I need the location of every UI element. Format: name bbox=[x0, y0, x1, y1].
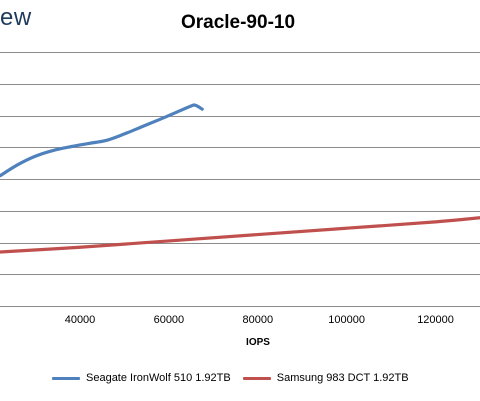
legend-item-samsung: Samsung 983 DCT 1.92TB bbox=[242, 372, 409, 384]
legend-swatch-seagate bbox=[52, 376, 80, 380]
x-axis-label-text: IOPS bbox=[246, 337, 270, 348]
series-line-1 bbox=[0, 216, 480, 254]
x-tick-label: 40000 bbox=[65, 314, 96, 326]
x-tick-label: 100000 bbox=[328, 314, 365, 326]
x-tick-label: 80000 bbox=[242, 314, 273, 326]
chart-title: Oracle-90-10 bbox=[0, 12, 480, 34]
series-line-0 bbox=[0, 103, 204, 178]
legend-item-seagate: Seagate IronWolf 510 1.92TB bbox=[52, 372, 231, 384]
legend-label-samsung: Samsung 983 DCT 1.92TB bbox=[276, 372, 409, 384]
x-tick-label: 60000 bbox=[154, 314, 185, 326]
legend: Seagate IronWolf 510 1.92TB Samsung 983 … bbox=[52, 372, 421, 384]
watermark-logo: ew bbox=[0, 4, 32, 31]
chart-title-text: Oracle-90-10 bbox=[180, 12, 296, 33]
x-tick-label: 120000 bbox=[417, 314, 454, 326]
x-axis-label: IOPS bbox=[0, 337, 480, 348]
legend-label-seagate: Seagate IronWolf 510 1.92TB bbox=[86, 372, 231, 384]
legend-swatch-samsung bbox=[242, 376, 271, 380]
